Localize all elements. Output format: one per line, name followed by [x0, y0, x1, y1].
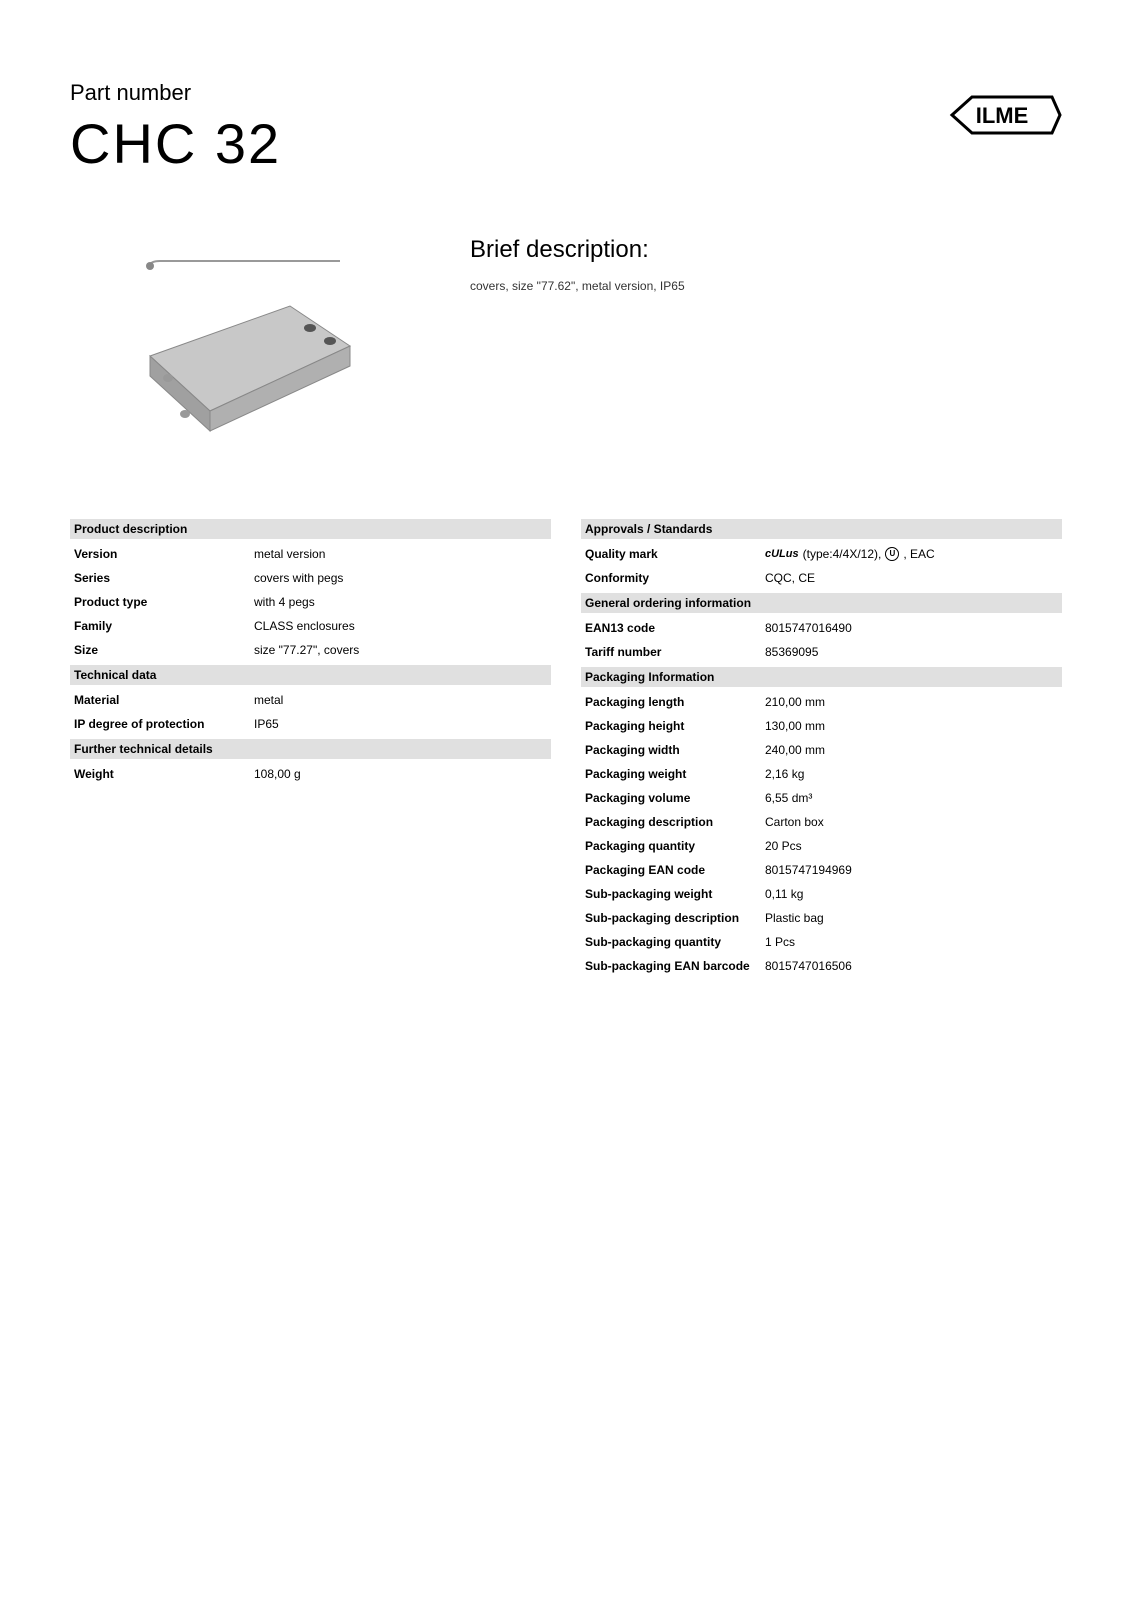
brief-description-heading: Brief description:: [470, 236, 685, 264]
data-row: Tariff number85369095: [581, 640, 1062, 664]
data-value: 6,55 dm³: [765, 789, 1058, 807]
data-row: Packaging quantity20 Pcs: [581, 834, 1062, 858]
data-label: Sub-packaging weight: [585, 885, 765, 903]
data-label: Sub-packaging description: [585, 909, 765, 927]
data-row: Packaging EAN code8015747194969: [581, 858, 1062, 882]
data-row: Versionmetal version: [70, 542, 551, 566]
section-header: Packaging Information: [581, 667, 1062, 687]
product-image: [70, 216, 410, 456]
data-value: 85369095: [765, 643, 1058, 661]
data-label: EAN13 code: [585, 619, 765, 637]
data-label: Packaging weight: [585, 765, 765, 783]
data-row: Packaging height130,00 mm: [581, 714, 1062, 738]
data-label: Product type: [74, 593, 254, 611]
title-block: Part number CHC 32: [70, 80, 281, 176]
section-header: General ordering information: [581, 593, 1062, 613]
data-row: Sub-packaging quantity1 Pcs: [581, 930, 1062, 954]
data-value: metal: [254, 691, 547, 709]
data-label: Quality mark: [585, 545, 765, 563]
data-label: Sub-packaging EAN barcode: [585, 957, 765, 975]
page-header: Part number CHC 32 ILME: [70, 80, 1062, 176]
data-value: CLASS enclosures: [254, 617, 547, 635]
data-value: 210,00 mm: [765, 693, 1058, 711]
data-row: Packaging volume6,55 dm³: [581, 786, 1062, 810]
data-label: Family: [74, 617, 254, 635]
data-value: metal version: [254, 545, 547, 563]
data-row: EAN13 code8015747016490: [581, 616, 1062, 640]
data-row: FamilyCLASS enclosures: [70, 614, 551, 638]
data-value: covers with pegs: [254, 569, 547, 587]
content-top-row: Brief description: covers, size "77.62",…: [70, 216, 1062, 456]
brief-description-section: Brief description: covers, size "77.62",…: [470, 216, 685, 456]
part-number-label: Part number: [70, 80, 281, 106]
right-column: Approvals / Standards Quality markcULus (…: [581, 516, 1062, 978]
data-row: Sizesize "77.27", covers: [70, 638, 551, 662]
data-row: Sub-packaging EAN barcode8015747016506: [581, 954, 1062, 978]
data-label: Tariff number: [585, 643, 765, 661]
left-column: Product descriptionVersionmetal versionS…: [70, 516, 551, 978]
data-columns: Product descriptionVersionmetal versionS…: [70, 516, 1062, 978]
data-label: Sub-packaging quantity: [585, 933, 765, 951]
quality-marks-container: cULus (type:4/4X/12), U , EAC: [765, 545, 1058, 563]
data-value: 108,00 g: [254, 765, 547, 783]
data-row: Packaging weight2,16 kg: [581, 762, 1062, 786]
ul-cert-icon: cULus: [765, 546, 799, 563]
section-header: Approvals / Standards: [581, 519, 1062, 539]
brand-logo: ILME: [942, 85, 1062, 150]
data-value: 8015747194969: [765, 861, 1058, 879]
data-label: Weight: [74, 765, 254, 783]
data-value: 2,16 kg: [765, 765, 1058, 783]
data-row: Sub-packaging descriptionPlastic bag: [581, 906, 1062, 930]
data-row: ConformityCQC, CE: [581, 566, 1062, 590]
svg-text:ILME: ILME: [976, 103, 1029, 128]
data-label: Packaging quantity: [585, 837, 765, 855]
data-value: with 4 pegs: [254, 593, 547, 611]
section-header: Technical data: [70, 665, 551, 685]
data-row: Product typewith 4 pegs: [70, 590, 551, 614]
data-row: Sub-packaging weight0,11 kg: [581, 882, 1062, 906]
data-label: Packaging description: [585, 813, 765, 831]
data-row: Materialmetal: [70, 688, 551, 712]
data-value: 0,11 kg: [765, 885, 1058, 903]
data-label: Packaging height: [585, 717, 765, 735]
product-cover-icon: [90, 226, 390, 446]
data-value: size "77.27", covers: [254, 641, 547, 659]
data-value: Carton box: [765, 813, 1058, 831]
data-label: Packaging volume: [585, 789, 765, 807]
data-value: 130,00 mm: [765, 717, 1058, 735]
data-label: Packaging length: [585, 693, 765, 711]
data-label: IP degree of protection: [74, 715, 254, 733]
data-row: Packaging width240,00 mm: [581, 738, 1062, 762]
data-row: Packaging length210,00 mm: [581, 690, 1062, 714]
data-row: Quality markcULus (type:4/4X/12), U , EAC: [581, 542, 1062, 566]
data-row: Seriescovers with pegs: [70, 566, 551, 590]
data-value: Plastic bag: [765, 909, 1058, 927]
ilme-logo-icon: ILME: [942, 85, 1062, 145]
data-row: Packaging descriptionCarton box: [581, 810, 1062, 834]
data-label: Material: [74, 691, 254, 709]
data-value: CQC, CE: [765, 569, 1058, 587]
data-row: IP degree of protectionIP65: [70, 712, 551, 736]
section-header: Product description: [70, 519, 551, 539]
data-value: 8015747016490: [765, 619, 1058, 637]
data-value: 1 Pcs: [765, 933, 1058, 951]
section-header: Further technical details: [70, 739, 551, 759]
data-label: Packaging EAN code: [585, 861, 765, 879]
data-value: IP65: [254, 715, 547, 733]
data-value: 20 Pcs: [765, 837, 1058, 855]
quality-mark-eac-text: , EAC: [903, 545, 934, 563]
circle-cert-icon: U: [885, 547, 899, 561]
data-label: Version: [74, 545, 254, 563]
data-label: Series: [74, 569, 254, 587]
data-label: Conformity: [585, 569, 765, 587]
data-label: Packaging width: [585, 741, 765, 759]
data-value: 240,00 mm: [765, 741, 1058, 759]
data-label: Size: [74, 641, 254, 659]
brief-description-text: covers, size "77.62", metal version, IP6…: [470, 279, 685, 293]
data-value: 8015747016506: [765, 957, 1058, 975]
data-value: cULus (type:4/4X/12), U , EAC: [765, 545, 1058, 563]
part-number-value: CHC 32: [70, 111, 281, 176]
data-row: Weight108,00 g: [70, 762, 551, 786]
quality-mark-type-text: (type:4/4X/12),: [803, 545, 882, 563]
